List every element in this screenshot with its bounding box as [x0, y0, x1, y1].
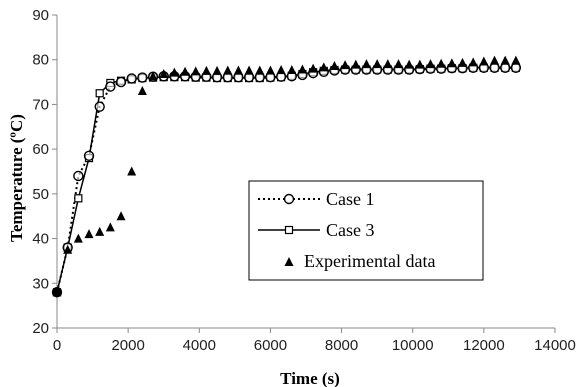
case-1-point — [137, 72, 148, 83]
experimental-point — [361, 59, 371, 69]
y-tick-label: 50 — [32, 186, 49, 203]
x-tick-label: 12000 — [463, 337, 505, 354]
x-tick-label: 2000 — [111, 337, 144, 354]
x-tick-label: 8000 — [325, 337, 358, 354]
legend-case-3-label: Case 3 — [326, 220, 375, 240]
experimental-point — [468, 57, 478, 67]
case-3-point — [95, 89, 104, 98]
experimental-point — [436, 58, 446, 68]
experimental-point — [255, 65, 265, 75]
case-1-point — [83, 150, 95, 162]
legend-experimental-label: Experimental data — [304, 251, 435, 271]
experimental-point — [308, 63, 318, 73]
x-tick-label: 10000 — [392, 337, 434, 354]
experimental-point — [116, 211, 126, 221]
experimental-point — [383, 59, 393, 69]
x-tick-label: 14000 — [534, 337, 576, 354]
case-1-point — [115, 76, 127, 88]
legend-experimental-marker — [284, 257, 294, 266]
experimental-point — [180, 66, 190, 76]
tick-labels: 20 30 40 50 60 70 80 90 0 2000 4000 6000 8000 10000 12… — [32, 7, 576, 354]
experimental-point — [351, 59, 361, 69]
experimental-point — [105, 222, 115, 232]
axes — [52, 14, 556, 333]
case-1-point — [500, 62, 511, 73]
x-tick-label: 6000 — [254, 337, 287, 354]
legend-case-1-label: Case 1 — [326, 189, 375, 209]
x-axis-title: Time (s) — [280, 369, 340, 387]
plot-area — [51, 55, 522, 298]
experimental-point — [393, 59, 403, 69]
experimental-point — [479, 56, 489, 66]
experimental-point — [169, 67, 179, 77]
legend-case-3-marker — [284, 225, 294, 235]
y-tick-label: 90 — [32, 7, 49, 24]
experimental-point — [426, 59, 435, 69]
y-tick-label: 80 — [32, 52, 49, 69]
case-1-point — [510, 62, 522, 73]
y-tick-label: 60 — [32, 141, 49, 158]
experimental-point — [329, 60, 339, 70]
experimental-point — [212, 65, 222, 75]
experimental-point — [340, 60, 350, 70]
experimental-point — [287, 64, 297, 74]
experimental-point — [490, 55, 500, 65]
legend: Case 1 Case 3 Experimental data — [248, 180, 484, 281]
experimental-point — [95, 226, 105, 236]
experimental-point — [458, 57, 468, 67]
y-tick-label: 40 — [32, 231, 49, 248]
experimental-point — [159, 69, 169, 79]
y-axis-title: Temperature (ºC) — [7, 114, 26, 242]
experimental-point — [84, 229, 94, 239]
case-1-point — [489, 62, 500, 73]
y-tick-label: 20 — [32, 320, 49, 337]
x-tick-label: 4000 — [183, 337, 216, 354]
experimental-point — [297, 64, 307, 74]
experimental-point — [233, 65, 243, 75]
initial-point — [52, 287, 62, 298]
experimental-point — [63, 244, 73, 254]
experimental-point — [319, 62, 329, 72]
case-1-point — [94, 101, 105, 112]
experimental-point — [500, 55, 510, 65]
experimental-point — [447, 58, 457, 68]
experimental-point — [73, 233, 83, 243]
experimental-point — [127, 166, 137, 176]
experimental-point — [201, 65, 211, 75]
case-1-point — [126, 73, 137, 84]
experimental-point — [223, 65, 233, 75]
experimental-point — [415, 59, 425, 69]
y-tick-label: 30 — [32, 275, 49, 292]
experimental-point — [404, 59, 414, 69]
x-tick-label: 0 — [53, 337, 61, 354]
y-tick-label: 70 — [32, 96, 49, 113]
case-1-point — [73, 170, 84, 182]
experimental-point — [137, 86, 147, 96]
case-1-point — [105, 81, 116, 92]
case-3-point — [74, 194, 83, 203]
experimental-point — [276, 64, 286, 74]
experimental-point — [511, 55, 521, 65]
experimental-point — [244, 65, 254, 75]
legend-case-1-marker — [283, 193, 295, 205]
experimental-point — [265, 65, 275, 75]
experimental-point — [191, 66, 201, 76]
experimental-point — [148, 71, 158, 81]
experimental-point — [372, 59, 382, 69]
